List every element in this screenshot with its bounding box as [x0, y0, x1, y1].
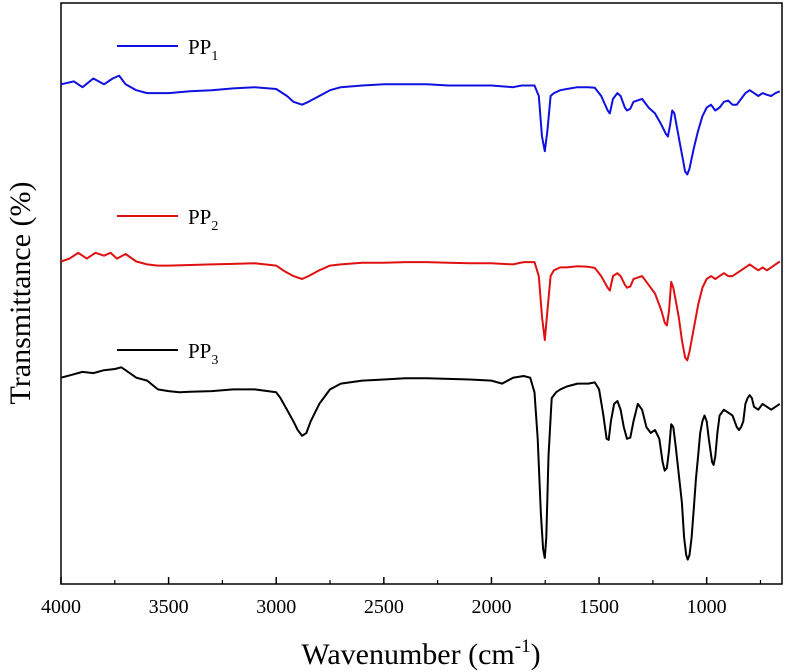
- legend: PP1 PP2 PP3: [117, 35, 218, 368]
- x-axis-title: Wavenumber (cm-1): [301, 636, 540, 671]
- plot-frame: [60, 2, 783, 585]
- legend-label-pp2: PP2: [188, 205, 218, 234]
- x-tick-label: 3000: [256, 596, 296, 618]
- x-tick-label: 2000: [471, 596, 511, 618]
- y-axis-title: Transmittance (%): [4, 181, 37, 404]
- legend-label-pp1: PP1: [188, 35, 218, 64]
- legend-label-pp3: PP3: [188, 339, 218, 368]
- series-line-pp1: [60, 74, 781, 176]
- x-tick-label: 2500: [364, 596, 404, 618]
- x-axis-ticks: 4000 3500 3000 2500 2000 1500 1000: [41, 577, 762, 618]
- x-tick-label: 1000: [687, 596, 727, 618]
- x-tick-label: 3500: [149, 596, 189, 618]
- series-layer: [60, 74, 781, 561]
- x-tick-label: 1500: [579, 596, 619, 618]
- series-line-pp2: [60, 251, 781, 362]
- x-tick-label: 4000: [41, 596, 81, 618]
- series-line-pp3: [60, 366, 781, 561]
